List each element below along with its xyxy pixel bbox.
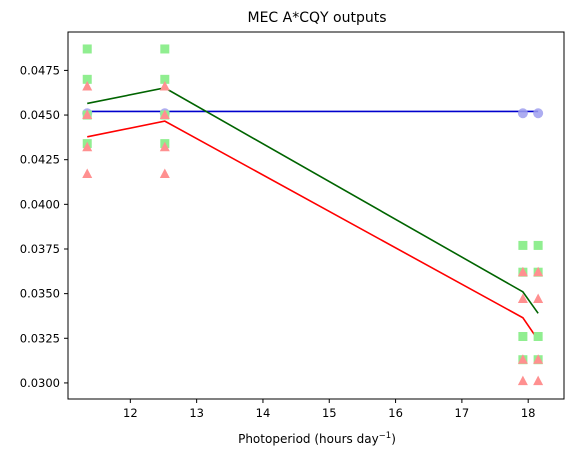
x-tick-label-5: 17 (455, 406, 470, 420)
y-tick-label-3: 0.0375 (20, 242, 60, 256)
y-tick-label-0: 0.0300 (20, 376, 60, 390)
chart-title: MEC A*CQY outputs (248, 10, 387, 26)
series-line-1 (87, 87, 539, 314)
x-axis-label-text: Photoperiod (hours day (238, 432, 379, 446)
square-marker-1-5 (160, 74, 170, 84)
square-marker-1-10 (518, 331, 528, 341)
triangle-marker-2-7 (159, 168, 170, 178)
x-tick-label-3: 15 (322, 406, 337, 420)
x-axis-label-suffix: ) (391, 432, 396, 446)
square-marker-1-12 (533, 240, 543, 250)
x-tick-label-0: 12 (123, 406, 138, 420)
triangle-marker-2-1 (82, 109, 93, 120)
x-axis-label: Photoperiod (hours day−1) (238, 431, 396, 446)
square-marker-1-8 (518, 240, 528, 250)
y-tick-label-7: 0.0475 (20, 63, 60, 77)
triangle-marker-2-3 (82, 168, 93, 178)
triangle-marker-2-5 (159, 109, 170, 120)
triangle-marker-2-14 (533, 354, 544, 364)
x-tick-label-6: 18 (521, 406, 536, 420)
triangle-marker-2-6 (159, 141, 170, 152)
triangle-marker-2-8 (517, 266, 528, 277)
square-marker-1-14 (533, 331, 543, 341)
triangle-marker-2-12 (533, 266, 544, 277)
y-tick-label-1: 0.0325 (20, 331, 60, 345)
square-marker-1-0 (82, 44, 92, 54)
y-tick-label-6: 0.0450 (20, 108, 60, 122)
x-tick-label-2: 14 (256, 406, 271, 420)
x-tick-label-4: 16 (388, 406, 403, 420)
square-marker-1-1 (82, 74, 92, 84)
plot-frame (67, 31, 565, 400)
y-tick-label-4: 0.0400 (20, 197, 60, 211)
triangle-marker-2-2 (82, 141, 93, 152)
x-tick-label-1: 13 (189, 406, 204, 420)
triangle-marker-2-11 (517, 375, 528, 386)
square-marker-1-4 (160, 44, 170, 54)
triangle-marker-2-15 (533, 375, 544, 386)
triangle-marker-2-10 (517, 354, 528, 364)
circle-marker-0-3 (533, 108, 544, 119)
series-line-2 (87, 120, 539, 341)
y-tick-label-2: 0.0350 (20, 287, 60, 301)
triangle-marker-2-4 (159, 80, 170, 91)
triangle-marker-2-0 (82, 80, 93, 91)
triangle-marker-2-9 (517, 293, 528, 303)
x-axis-label-superscript: −1 (379, 431, 392, 441)
y-tick-label-5: 0.0425 (20, 153, 60, 167)
circle-marker-0-2 (517, 108, 528, 119)
triangle-marker-2-13 (533, 293, 544, 303)
